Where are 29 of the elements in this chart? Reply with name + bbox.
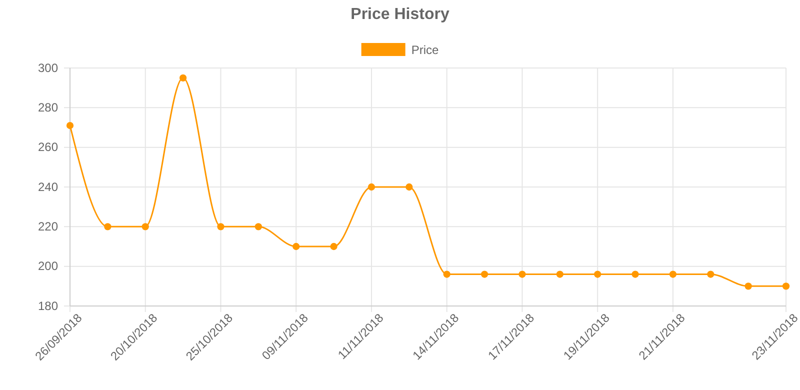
point: [217, 223, 224, 230]
point: [744, 282, 752, 290]
point: [254, 223, 262, 230]
point: [669, 270, 677, 278]
point: [330, 242, 338, 250]
legend-label: Price: [411, 43, 439, 57]
point: [292, 242, 300, 250]
y-tick-label: 240: [38, 180, 58, 194]
point: [480, 270, 488, 278]
chart-title: Price History: [350, 6, 450, 23]
y-tick-label: 280: [38, 100, 58, 115]
point: [443, 270, 450, 278]
y-tick-label: 200: [38, 259, 58, 274]
y-tick-label: 300: [38, 60, 58, 75]
point: [632, 270, 639, 278]
point: [104, 223, 112, 230]
y-tick-label: 180: [38, 298, 58, 313]
point: [66, 122, 74, 130]
point: [142, 223, 149, 230]
point: [782, 282, 790, 290]
point: [707, 270, 714, 278]
point: [179, 74, 187, 82]
y-tick-label: 260: [38, 140, 58, 154]
point: [368, 183, 376, 191]
y-tick-label: 220: [38, 220, 58, 234]
point: [406, 183, 413, 191]
point: [556, 270, 564, 278]
point: [518, 270, 526, 278]
point: [594, 270, 602, 278]
